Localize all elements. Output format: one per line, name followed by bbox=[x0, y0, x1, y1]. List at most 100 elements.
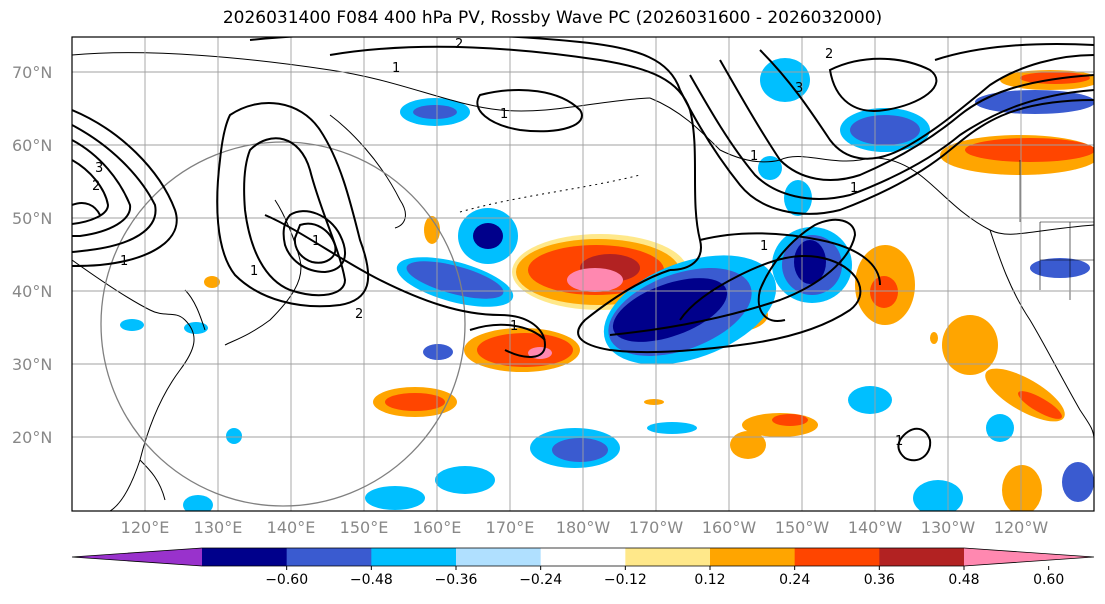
colorbar-segment bbox=[879, 548, 965, 566]
contour-label: 1 bbox=[120, 254, 128, 269]
map-title: 2026031400 F084 400 hPa PV, Rossby Wave … bbox=[222, 8, 883, 28]
contour-label: 1 bbox=[895, 434, 903, 449]
contour-line bbox=[828, 57, 938, 112]
philippines-coastline bbox=[139, 459, 166, 501]
anomaly-blob bbox=[183, 495, 213, 511]
coastlines bbox=[72, 52, 1094, 511]
lon-label: 150°W bbox=[775, 518, 830, 537]
anomaly-blob bbox=[385, 393, 445, 411]
contour-line bbox=[577, 254, 862, 354]
anomaly-blob bbox=[1002, 465, 1042, 511]
lon-label: 130°W bbox=[921, 518, 976, 537]
anomaly-blob bbox=[424, 216, 440, 244]
pv-contours bbox=[72, 37, 1094, 462]
anomaly-blob bbox=[644, 399, 664, 405]
contour-label: 1 bbox=[250, 264, 258, 279]
anomaly-blob bbox=[1062, 462, 1094, 502]
lat-label: 70°N bbox=[12, 63, 52, 82]
lon-label: 180°W bbox=[556, 518, 611, 537]
anomaly-blob bbox=[612, 278, 728, 342]
plot-area: 2 1 3 2 1 1 1 1 3 1 2 1 1 1 2 1 bbox=[72, 37, 1094, 511]
anomaly-blob bbox=[226, 428, 242, 444]
gridlines bbox=[72, 37, 1094, 511]
contour-label: 2 bbox=[355, 307, 363, 322]
anomaly-blob bbox=[913, 480, 963, 511]
colorbar-segment bbox=[625, 548, 711, 566]
negative-anomaly-fields bbox=[120, 58, 1094, 511]
contour-label: 1 bbox=[510, 319, 518, 334]
siberia-coastline bbox=[72, 52, 651, 112]
colorbar-tick-label: 0.60 bbox=[1033, 572, 1064, 588]
anomaly-blob bbox=[204, 276, 220, 288]
contour-label: 1 bbox=[500, 107, 508, 122]
anomaly-blob bbox=[1018, 391, 1062, 419]
lon-label: 140°W bbox=[848, 518, 903, 537]
contour-line bbox=[329, 45, 702, 271]
contour-labels: 2 1 3 2 1 1 1 1 3 1 2 1 1 1 2 1 bbox=[92, 37, 903, 449]
contour-label: 1 bbox=[850, 181, 858, 196]
lon-label: 130°E bbox=[194, 518, 243, 537]
contour-line bbox=[476, 89, 583, 133]
anomaly-blob bbox=[730, 431, 766, 459]
contour-line bbox=[469, 323, 546, 341]
anomaly-blob bbox=[423, 344, 453, 360]
contour-line bbox=[934, 42, 1094, 61]
lon-label: 120°W bbox=[994, 518, 1049, 537]
anomaly-blob bbox=[406, 261, 504, 299]
colorbar-segment bbox=[710, 548, 796, 566]
lat-label: 20°N bbox=[12, 428, 52, 447]
anomaly-blob bbox=[413, 105, 457, 119]
contour-label: 1 bbox=[392, 61, 400, 76]
anomaly-blob bbox=[365, 486, 425, 510]
anomaly-blob bbox=[986, 414, 1014, 442]
north-america-coastline bbox=[989, 229, 1094, 441]
contour-line bbox=[282, 210, 346, 274]
lat-label: 50°N bbox=[12, 209, 52, 228]
anomaly-blob bbox=[647, 422, 697, 434]
contour-label: 3 bbox=[795, 81, 803, 96]
influence-radius-circle bbox=[100, 141, 466, 507]
colorbar-tick-label: 0.12 bbox=[694, 572, 725, 588]
anomaly-blob bbox=[473, 223, 503, 249]
colorbar: −0.60 −0.48 −0.36 −0.24 −0.12 0.12 0.24 0.36 0.4… bbox=[71, 547, 1095, 588]
contour-line bbox=[264, 214, 547, 358]
contour-label: 2 bbox=[825, 47, 833, 62]
colorbar-outline bbox=[71, 547, 1095, 567]
colorbar-tick-label: −0.24 bbox=[519, 572, 562, 588]
lon-label: 170°E bbox=[486, 518, 535, 537]
colorbar-tick-label: 0.36 bbox=[864, 572, 895, 588]
kamchatka-coastline bbox=[329, 114, 406, 229]
map-frame bbox=[71, 36, 1095, 512]
colorbar-tick-label: −0.60 bbox=[265, 572, 308, 588]
contour-line bbox=[72, 139, 132, 237]
contour-label: 1 bbox=[760, 239, 768, 254]
contour-label: 2 bbox=[92, 179, 100, 194]
contour-label: 1 bbox=[312, 234, 320, 249]
colorbar-extend-min bbox=[72, 548, 202, 566]
anomaly-blob bbox=[930, 332, 938, 344]
anomaly-blob bbox=[772, 414, 808, 426]
anomaly-blob bbox=[848, 386, 892, 414]
anomaly-blob bbox=[784, 180, 812, 216]
longitude-labels: 120°E 130°E 140°E 150°E 160°E 170°E 180°… bbox=[121, 518, 1049, 537]
colorbar-tick-label: −0.48 bbox=[350, 572, 393, 588]
colorbar-tick-label: −0.12 bbox=[604, 572, 647, 588]
anomaly-blob bbox=[1020, 72, 1090, 84]
contour-line bbox=[243, 137, 347, 297]
contour-line bbox=[72, 159, 110, 225]
contour-line bbox=[759, 49, 1094, 160]
lon-label: 170°W bbox=[629, 518, 684, 537]
colorbar-extend-max bbox=[964, 548, 1094, 566]
lon-label: 160°E bbox=[413, 518, 462, 537]
contour-line bbox=[72, 202, 101, 216]
contour-line bbox=[679, 89, 1094, 215]
contour-line bbox=[689, 74, 1094, 200]
latitude-labels: 70°N 60°N 50°N 40°N 30°N 20°N bbox=[12, 63, 52, 447]
anomaly-blob bbox=[850, 115, 920, 145]
anomaly-blob bbox=[760, 58, 810, 102]
contour-line bbox=[699, 232, 881, 286]
anomaly-blob bbox=[567, 268, 623, 292]
lat-label: 60°N bbox=[12, 136, 52, 155]
anomaly-blob bbox=[965, 138, 1094, 162]
lon-label: 150°E bbox=[340, 518, 389, 537]
